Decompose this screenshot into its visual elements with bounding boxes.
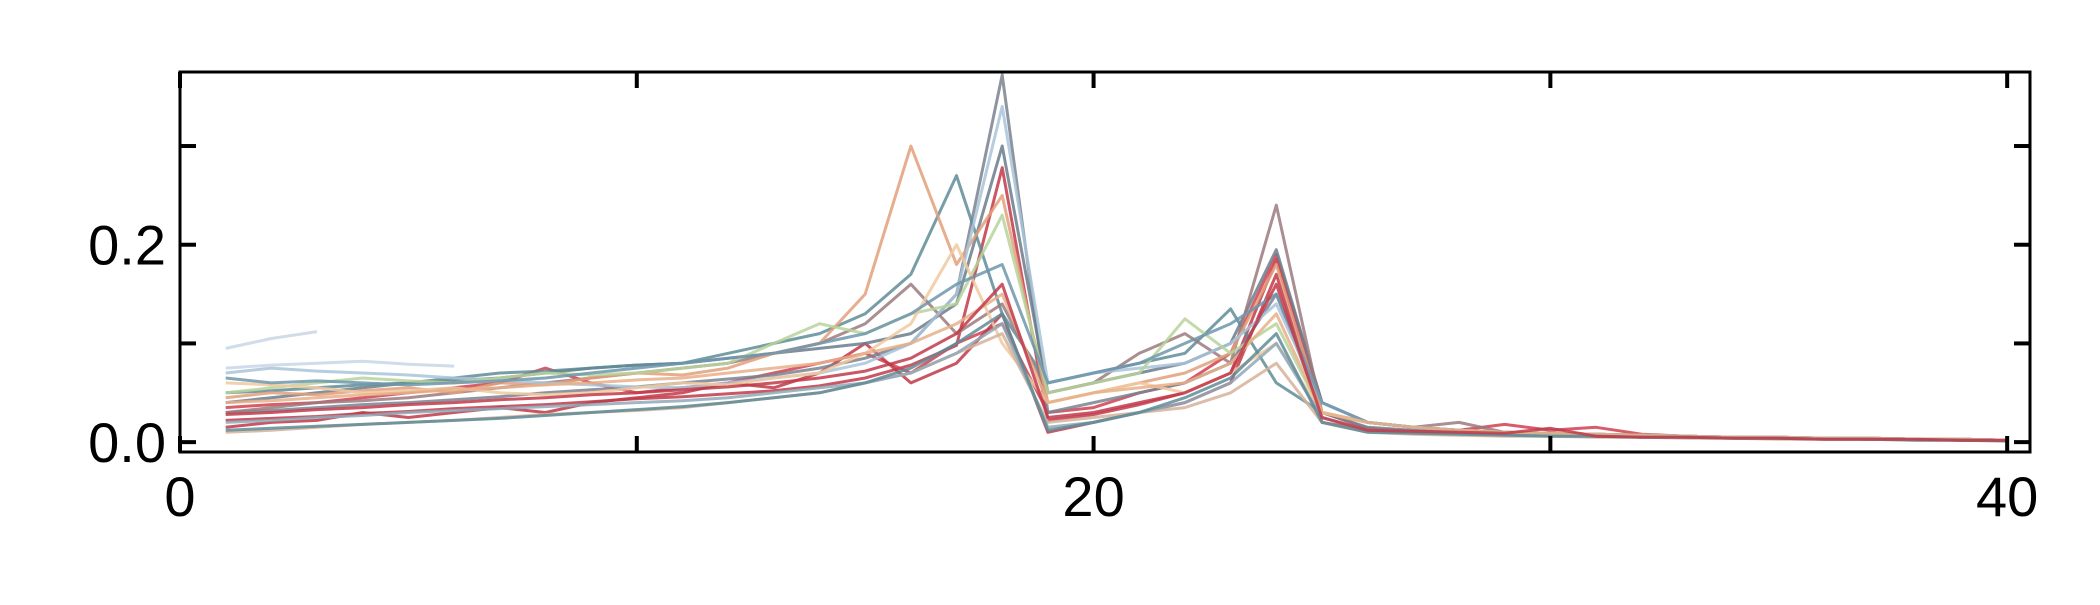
tick-label-layer: 0 20 40 0.0 0.2 <box>88 214 2038 528</box>
series-line-14 <box>225 330 318 350</box>
x-tick-label: 40 <box>1976 465 2038 528</box>
series-line-18 <box>225 282 2008 442</box>
plot-frame <box>178 70 2032 454</box>
y-tick-label: 0.0 <box>88 411 166 474</box>
x-tick-label: 20 <box>1062 465 1124 528</box>
series-line-15 <box>225 359 455 370</box>
tick-layer <box>178 72 2030 452</box>
series-layer <box>225 73 2008 443</box>
series-line-6 <box>225 203 2008 442</box>
x-tick-label: 0 <box>164 465 195 528</box>
y-tick-label: 0.2 <box>88 214 166 277</box>
series-line-1 <box>225 253 2008 442</box>
